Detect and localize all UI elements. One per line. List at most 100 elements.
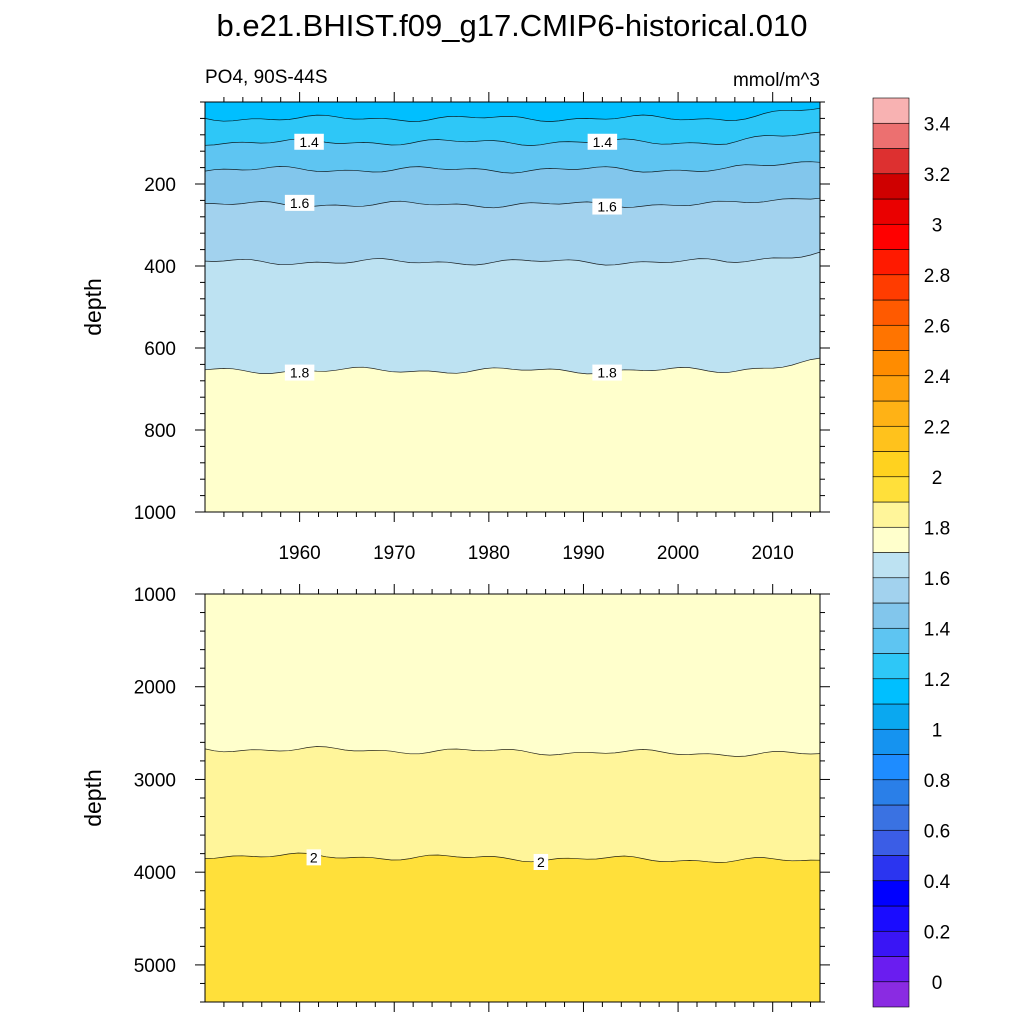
contour-label: 1.8 [290, 365, 310, 381]
contour-label: 1.4 [299, 134, 319, 150]
colorbar-tick-label: 2.2 [924, 417, 950, 438]
colorbar-box [872, 981, 910, 1008]
y-tick-label: 3000 [134, 770, 176, 791]
lower-panel: 2 2 1000 2000 3000 4000 5000 depth [80, 584, 830, 1012]
contour-label: 1.6 [290, 195, 310, 211]
contour-label-bg [284, 364, 315, 381]
x-tick-label: 1980 [468, 543, 510, 564]
x-tick-label: 1990 [562, 543, 604, 564]
colorbar-tick-label: 2.6 [924, 316, 950, 337]
colorbar-tick-label: 2.8 [924, 266, 950, 287]
colorbar-tick-label: 0.4 [924, 872, 951, 893]
contour-fills [205, 102, 820, 512]
colorbar-box [872, 930, 910, 957]
colorbar-box [872, 425, 910, 452]
chart-title: b.e21.BHIST.f09_g17.CMIP6-historical.010 [216, 8, 807, 43]
colorbar: 0 0.2 0.4 0.6 0.8 1 1.2 1.4 1.6 1.8 2 2.2 2.4 2.6 2.8 3… [872, 97, 951, 1008]
colorbar-box [872, 274, 910, 301]
colorbar-box [872, 703, 910, 730]
colorbar-tick-label: 0.6 [924, 821, 950, 842]
colorbar-box [872, 299, 910, 326]
contour-label-bg [294, 133, 324, 150]
colorbar-tick-label: 3.2 [924, 165, 950, 186]
colorbar-box [872, 728, 910, 755]
units-label: mmol/m^3 [733, 70, 820, 91]
colorbar-box [872, 198, 910, 225]
colorbar-tick-label: 0.2 [924, 922, 950, 943]
colorbar-box [872, 249, 910, 276]
colorbar-tick-label: 1.4 [924, 619, 951, 640]
colorbar-box [872, 173, 910, 200]
contour-label-bg [533, 853, 549, 870]
colorbar-tick-label: 1.8 [924, 518, 950, 539]
colorbar-box [872, 223, 910, 250]
colorbar-tick-label: 1.6 [924, 569, 950, 590]
colorbar-box [872, 324, 910, 351]
colorbar-box [872, 880, 910, 907]
contour-label-bg [587, 133, 618, 150]
contour-line [205, 746, 820, 757]
contour-fill-band [205, 853, 820, 1002]
contour-label: 1.6 [597, 199, 617, 215]
y-tick-label: 800 [144, 421, 176, 442]
colorbar-box [872, 476, 910, 503]
colorbar-box [872, 350, 910, 377]
contour-label-bg [306, 849, 322, 866]
colorbar-box [872, 375, 910, 402]
colorbar-box [872, 526, 910, 553]
y-tick-label: 2000 [134, 678, 176, 699]
colorbar-box [872, 653, 910, 680]
colorbar-tick-label: 1.2 [924, 670, 950, 691]
upper-panel: 1.4 1.4 1.6 1.6 1.8 1.8 200 400 600 800 1000 depth 1… [80, 92, 830, 564]
contour-fills [205, 594, 820, 1002]
colorbar-tick-label: 2 [932, 468, 943, 489]
x-tick-label: 2000 [657, 543, 699, 564]
variable-label: PO4, 90S-44S [205, 67, 328, 88]
x-tick-label: 1960 [278, 543, 320, 564]
colorbar-box [872, 602, 910, 629]
colorbar-box [872, 400, 910, 427]
contour-label: 1.8 [597, 365, 617, 381]
contour-line [205, 251, 820, 266]
contour-label-bg [592, 198, 622, 215]
y-axis-label: depth [80, 769, 106, 827]
colorbar-box [872, 552, 910, 579]
colorbar-tick-label: 3 [932, 215, 943, 236]
colorbar-box [872, 804, 910, 831]
colorbar-tick-label: 0 [932, 973, 943, 994]
contour-label: 1.4 [593, 134, 613, 150]
colorbar-box [872, 148, 910, 175]
contour-label: 2 [310, 849, 318, 865]
x-tick-label: 2010 [752, 543, 794, 564]
colorbar-box [872, 829, 910, 856]
colorbar-box [872, 627, 910, 654]
colorbar-tick-label: 1 [932, 720, 943, 741]
y-tick-label: 1000 [134, 585, 176, 606]
y-tick-label: 600 [144, 339, 176, 360]
contour-line [205, 161, 820, 174]
colorbar-box [872, 97, 910, 124]
colorbar-box [872, 754, 910, 781]
colorbar-box [872, 678, 910, 705]
colorbar-tick-label: 0.8 [924, 771, 950, 792]
y-axis-label: depth [80, 278, 106, 336]
x-tick-label: 1970 [373, 543, 415, 564]
plot-frame [204, 101, 821, 513]
contour-label-bg [592, 364, 622, 381]
contour-label: 2 [537, 854, 545, 870]
colorbar-box [872, 451, 910, 478]
colorbar-tick-label: 2.4 [924, 367, 951, 388]
y-tick-label: 4000 [134, 863, 176, 884]
y-tick-label: 200 [144, 175, 176, 196]
contour-fill-band [205, 358, 820, 512]
colorbar-box [872, 501, 910, 528]
y-tick-label: 1000 [134, 503, 176, 524]
contour-label-bg [284, 194, 315, 211]
colorbar-box [872, 855, 910, 882]
y-tick-label: 5000 [134, 956, 176, 977]
colorbar-box [872, 779, 910, 806]
colorbar-box [872, 956, 910, 983]
colorbar-tick-label: 3.4 [924, 114, 951, 135]
contour-line [205, 107, 820, 122]
